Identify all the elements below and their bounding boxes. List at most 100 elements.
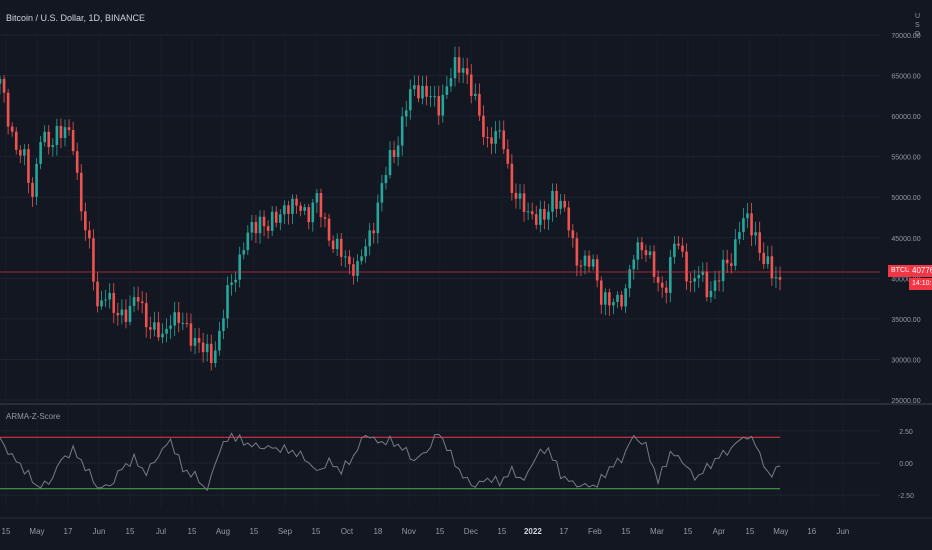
candle-body xyxy=(469,74,473,96)
candle-body xyxy=(2,78,6,93)
time-tick-label: Dec xyxy=(464,527,478,536)
candle-body xyxy=(685,251,688,282)
time-tick-label: May xyxy=(773,527,788,536)
zscore-tick-label: -2.50 xyxy=(898,493,914,500)
candle-body xyxy=(770,256,774,279)
candle-body xyxy=(364,246,367,257)
candle-body xyxy=(372,230,376,234)
candle-body xyxy=(209,343,213,364)
candle-body xyxy=(693,278,696,282)
candle-body xyxy=(63,127,67,138)
candle-body xyxy=(165,328,168,334)
candle-body xyxy=(717,280,721,282)
candle-body xyxy=(258,216,262,234)
candle-body xyxy=(559,200,562,209)
time-tick-label: 15 xyxy=(249,527,258,536)
candle-body xyxy=(319,193,323,218)
price-tick-label: 50000.00 xyxy=(891,195,920,202)
candle-body xyxy=(384,175,388,184)
price-tick-label: 45000.00 xyxy=(891,236,920,243)
candle-body xyxy=(315,193,319,203)
candle-body xyxy=(14,131,18,150)
candle-body xyxy=(339,238,343,257)
candle-body xyxy=(51,145,55,148)
candle-body xyxy=(116,312,120,316)
time-tick-label: 15 xyxy=(2,527,11,536)
candle-body xyxy=(84,211,87,231)
candle-body xyxy=(774,277,778,279)
candle-body xyxy=(583,255,587,266)
candle-body xyxy=(689,281,692,283)
candle-body xyxy=(27,149,30,183)
time-tick-label: Oct xyxy=(341,527,354,536)
candle-body xyxy=(303,207,306,211)
candle-body xyxy=(140,301,144,304)
candle-body xyxy=(551,190,554,212)
candle-body xyxy=(100,300,103,307)
candle-body xyxy=(530,211,534,215)
candle-body xyxy=(612,301,615,306)
candle-body xyxy=(652,251,656,277)
candle-body xyxy=(67,127,71,131)
candle-body xyxy=(648,251,652,256)
candle-body xyxy=(616,294,619,302)
candle-body xyxy=(189,323,193,346)
candle-body xyxy=(218,330,221,351)
price-candles xyxy=(0,46,782,371)
candle-body xyxy=(23,149,26,156)
time-tick-label: Nov xyxy=(402,527,416,536)
candle-body xyxy=(522,193,526,212)
price-tick-label: 70000.00 xyxy=(891,33,920,40)
time-tick-label: Jun xyxy=(836,527,849,536)
price-tick-label: 60000.00 xyxy=(891,114,920,121)
candle-body xyxy=(498,130,501,132)
candle-body xyxy=(762,252,766,265)
candle-body xyxy=(270,211,274,231)
candle-body xyxy=(380,183,384,203)
symbol-title[interactable]: Bitcoin / U.S. Dollar, 1D, BINANCE xyxy=(6,13,146,23)
candle-body xyxy=(409,89,412,111)
candle-body xyxy=(567,207,571,231)
candle-body xyxy=(510,163,514,193)
candle-body xyxy=(335,238,339,250)
candle-body xyxy=(766,256,770,265)
candle-body xyxy=(713,280,717,291)
currency-label: USD xyxy=(915,12,923,39)
zscore-tick-label: 0.00 xyxy=(899,461,913,468)
candle-body xyxy=(490,137,493,144)
currency-label-text: USD xyxy=(915,13,921,38)
candle-body xyxy=(738,232,741,240)
candle-body xyxy=(124,309,128,322)
candle-body xyxy=(279,214,282,223)
candle-body xyxy=(417,85,420,99)
price-tick-label: 40000.00 xyxy=(891,276,920,283)
time-tick-label: 15 xyxy=(126,527,135,536)
candle-body xyxy=(660,282,664,288)
candle-body xyxy=(421,85,424,99)
zscore-tick-label: 2.50 xyxy=(899,429,913,436)
time-tick-label: 15 xyxy=(311,527,320,536)
candle-body xyxy=(571,230,575,239)
candle-body xyxy=(153,322,156,330)
grid-lines xyxy=(0,34,932,519)
candle-body xyxy=(205,343,209,353)
candle-body xyxy=(149,327,152,330)
candle-body xyxy=(486,137,489,139)
candle-body xyxy=(453,57,457,79)
candle-body xyxy=(120,309,124,316)
time-tick-label: 18 xyxy=(373,527,382,536)
candle-body xyxy=(108,292,111,300)
candle-body xyxy=(673,243,676,258)
candle-body xyxy=(709,290,713,298)
price-tick-label: 30000.00 xyxy=(891,357,920,364)
candle-body xyxy=(181,322,185,324)
candle-body xyxy=(437,96,441,116)
indicator-title[interactable]: ARMA-Z-Score xyxy=(6,412,61,421)
candle-body xyxy=(348,256,351,265)
candle-body xyxy=(778,277,782,280)
price-tick-label: 65000.00 xyxy=(891,74,920,81)
candle-body xyxy=(266,226,270,231)
candle-body xyxy=(144,303,148,328)
